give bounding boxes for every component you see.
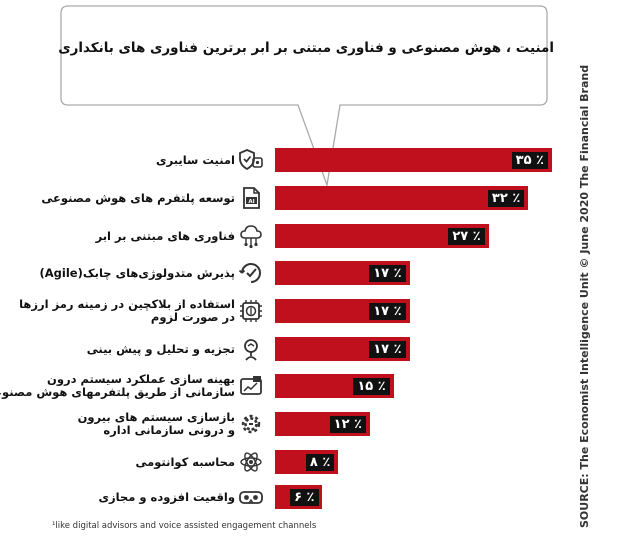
atom-icon <box>238 449 264 475</box>
category-label: بهینه سازی عملکرد سیستم درون سازمانی از ط… <box>0 373 235 399</box>
shield-gear-icon <box>238 147 264 173</box>
data-label: ٪ ۱۲ <box>329 415 366 433</box>
category-label: توسعه پلتفرم های هوش مصنوعی <box>41 190 235 205</box>
data-label: ٪ ۶ <box>290 488 319 506</box>
bar <box>275 148 552 172</box>
category-label-line: امنیت سایبری <box>156 152 235 167</box>
category-label: فناوری های مبتنی بر ابر <box>95 228 235 243</box>
ai-dashboard-icon <box>238 373 264 399</box>
category-label: بازسازی سیستم های بیرون و درونی سازمانی ا… <box>78 411 235 437</box>
data-label: ٪ ۱۷ <box>369 302 406 320</box>
gear-wrench-icon <box>238 411 264 437</box>
cloud-network-icon <box>238 223 264 249</box>
category-label-line: تجزیه و تحلیل و پیش بینی <box>86 341 235 356</box>
category-label-line: فناوری های مبتنی بر ابر <box>95 228 235 243</box>
data-label: ٪ ۳۲ <box>487 189 525 207</box>
data-label: ٪ ۳۵ <box>511 151 548 169</box>
category-label: پذیرش متدولوژی‌های چابک(Agile) <box>39 265 235 280</box>
category-label: تجزیه و تحلیل و پیش بینی <box>86 341 235 356</box>
category-label-line: بهینه سازی عملکرد سیستم درون <box>47 372 235 386</box>
source-credit: SOURCE: The Economist Intelligence Unit … <box>578 64 591 528</box>
svg-text:AI: AI <box>248 199 254 205</box>
data-label: ٪ ۱۷ <box>369 340 406 358</box>
bar <box>275 186 529 210</box>
category-label: واقعیت افزوده و مجازی <box>98 489 236 504</box>
category-label-line: محاسبه کوانتومی <box>135 454 235 469</box>
agile-cycle-icon <box>238 260 264 286</box>
category-label-line: سازمانی از طریق پلتفرمهای هوش مصنوعی <box>0 385 235 399</box>
category-label-line: در صورت لزوم <box>150 310 235 324</box>
data-label: ٪ ۲۷ <box>448 227 485 245</box>
data-label: ٪ ۸ <box>305 453 335 471</box>
category-label-line: پذیرش متدولوژی‌های چابک(Agile) <box>39 265 235 280</box>
analytics-head-icon <box>238 336 264 362</box>
chart-title: امنیت ، هوش مصنوعی و فناوری مبتنی بر ابر… <box>58 40 554 56</box>
blockchain-coin-icon <box>238 298 264 324</box>
vr-headset-icon <box>238 484 264 510</box>
data-label: ٪ ۱۵ <box>353 377 390 395</box>
category-label-line: و درونی سازمانی اداره <box>103 423 235 437</box>
ai-document-icon: AI <box>238 185 264 211</box>
footnote: ¹like digital advisors and voice assiste… <box>52 521 317 531</box>
category-label-line: بازسازی سیستم های بیرون <box>77 410 235 424</box>
category-label: امنیت سایبری <box>156 152 235 167</box>
category-label-line: واقعیت افزوده و مجازی <box>98 489 236 504</box>
category-label: استفاده از بلاکچین در زمینه رمز ارزها در … <box>19 298 235 324</box>
category-label: محاسبه کوانتومی <box>135 454 235 469</box>
category-label-line: استفاده از بلاکچین در زمینه رمز ارزها <box>19 297 235 311</box>
category-label-line: توسعه پلتفرم های هوش مصنوعی <box>41 190 235 205</box>
data-label: ٪ ۱۷ <box>369 264 406 282</box>
